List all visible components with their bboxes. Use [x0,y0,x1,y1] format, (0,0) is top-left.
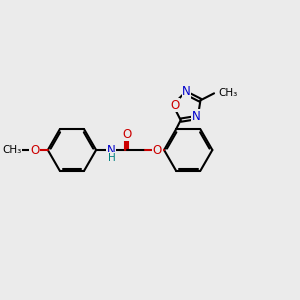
Text: O: O [153,143,162,157]
Text: O: O [170,99,180,112]
Text: CH₃: CH₃ [218,88,237,98]
Text: N: N [182,85,191,98]
Text: N: N [107,143,116,157]
Text: O: O [30,143,39,157]
Text: H: H [107,153,115,163]
Text: CH₃: CH₃ [2,145,22,155]
Text: O: O [122,128,131,141]
Text: N: N [192,110,201,123]
